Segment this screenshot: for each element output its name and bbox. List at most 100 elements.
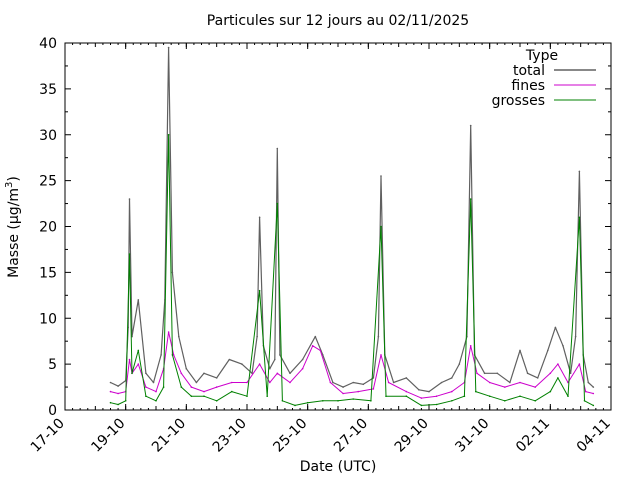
series-point-fines bbox=[167, 331, 170, 333]
series-point-total bbox=[562, 345, 564, 347]
series-point-fines bbox=[357, 390, 360, 393]
series-point-total bbox=[554, 326, 557, 329]
series-point-total bbox=[509, 381, 511, 384]
y-axis-label-main: Masse (µg/m bbox=[6, 188, 22, 278]
series-point-grosses bbox=[124, 400, 127, 402]
y-axis: 0 5 10 15 20 25 30 35 40 bbox=[39, 36, 611, 419]
series-point-grosses bbox=[420, 404, 423, 407]
series-point-total bbox=[256, 335, 258, 338]
series-point-total bbox=[322, 354, 324, 356]
x-tick-label: 19-10 bbox=[88, 416, 128, 456]
y-tick-label: 30 bbox=[39, 128, 57, 144]
series-point-total bbox=[519, 349, 521, 352]
series-point-grosses bbox=[203, 395, 205, 398]
series-point-fines bbox=[469, 345, 472, 347]
series-point-fines bbox=[329, 381, 332, 384]
x-tick-label: 02-11 bbox=[513, 416, 553, 456]
series-point-fines bbox=[128, 358, 131, 361]
series-point-total bbox=[440, 381, 443, 384]
y-axis-label-superscript: 3 bbox=[4, 182, 15, 188]
series-point-grosses bbox=[385, 395, 387, 398]
series-point-fines bbox=[117, 392, 119, 395]
series-point-fines bbox=[387, 381, 390, 384]
series-point-grosses bbox=[519, 395, 521, 398]
series-line-grosses bbox=[110, 134, 594, 406]
series-point-fines bbox=[592, 392, 595, 395]
series-point-grosses bbox=[370, 400, 372, 402]
series-point-grosses bbox=[167, 134, 170, 136]
series-point-total bbox=[109, 381, 112, 384]
series-point-total bbox=[405, 377, 408, 379]
series-point-grosses bbox=[117, 403, 119, 406]
series-point-grosses bbox=[488, 395, 491, 398]
y-axis-label: Masse (µg/m3) bbox=[4, 176, 22, 278]
series-point-total bbox=[372, 377, 375, 379]
series-point-total bbox=[203, 372, 205, 375]
series-point-total bbox=[185, 367, 188, 370]
series-point-fines bbox=[405, 390, 408, 393]
series-point-grosses bbox=[180, 386, 183, 388]
series-point-fines bbox=[420, 397, 423, 399]
series-point-total bbox=[145, 372, 147, 375]
series-point-total bbox=[377, 335, 380, 338]
series-point-grosses bbox=[557, 377, 559, 379]
series-point-grosses bbox=[231, 390, 233, 393]
series-point-total bbox=[276, 147, 279, 150]
series-point-total bbox=[137, 299, 140, 301]
series-point-fines bbox=[276, 372, 279, 375]
series-point-grosses bbox=[322, 400, 324, 402]
series-point-total bbox=[178, 335, 180, 338]
series-point-total bbox=[195, 381, 198, 384]
series-point-fines bbox=[319, 349, 322, 352]
series-point-fines bbox=[246, 381, 248, 384]
series-point-total bbox=[269, 367, 271, 370]
series-point-total bbox=[342, 386, 344, 388]
series-point-total bbox=[152, 381, 155, 384]
series-point-grosses bbox=[276, 202, 279, 205]
y-axis-label-close: ) bbox=[6, 176, 22, 181]
series-point-grosses bbox=[592, 404, 595, 407]
series-point-grosses bbox=[306, 401, 309, 404]
series-point-total bbox=[458, 363, 461, 365]
series-point-fines bbox=[519, 381, 521, 384]
series-point-total bbox=[228, 358, 231, 361]
legend-label-grosses: grosses bbox=[492, 93, 545, 109]
series-point-fines bbox=[435, 395, 438, 398]
x-tick-label: 21-10 bbox=[149, 416, 189, 456]
series-point-total bbox=[160, 354, 162, 356]
x-tick-label: 25-10 bbox=[270, 416, 310, 456]
series-point-fines bbox=[172, 354, 175, 356]
series-point-total bbox=[592, 386, 595, 388]
series-point-fines bbox=[372, 388, 375, 390]
series-point-total bbox=[418, 389, 420, 391]
series-point-total bbox=[469, 124, 472, 127]
series-point-fines bbox=[203, 390, 205, 393]
series-point-fines bbox=[578, 363, 581, 365]
series-point-grosses bbox=[190, 395, 193, 398]
series-point-fines bbox=[380, 354, 382, 356]
series-point-fines bbox=[504, 386, 506, 388]
series-point-grosses bbox=[504, 400, 506, 402]
series-point-grosses bbox=[451, 400, 453, 402]
series-point-total bbox=[569, 372, 572, 375]
series-point-grosses bbox=[137, 349, 140, 352]
series-point-total bbox=[332, 381, 334, 384]
x-tick-label: 17-10 bbox=[28, 416, 68, 456]
series-point-grosses bbox=[128, 253, 131, 255]
series-point-grosses bbox=[405, 395, 408, 398]
legend-label-total: total bbox=[513, 63, 545, 79]
series-point-total bbox=[526, 372, 529, 375]
series-point-grosses bbox=[337, 400, 339, 402]
series-point-total bbox=[547, 349, 549, 352]
series-point-fines bbox=[215, 386, 218, 388]
y-tick-label: 15 bbox=[39, 265, 57, 281]
series-point-total bbox=[496, 372, 499, 375]
series-point-total bbox=[117, 385, 119, 387]
series-point-total bbox=[167, 46, 170, 49]
y-tick-label: 20 bbox=[39, 220, 57, 236]
series-point-fines bbox=[476, 372, 478, 375]
series-point-grosses bbox=[281, 400, 284, 402]
series-point-grosses bbox=[578, 216, 581, 219]
